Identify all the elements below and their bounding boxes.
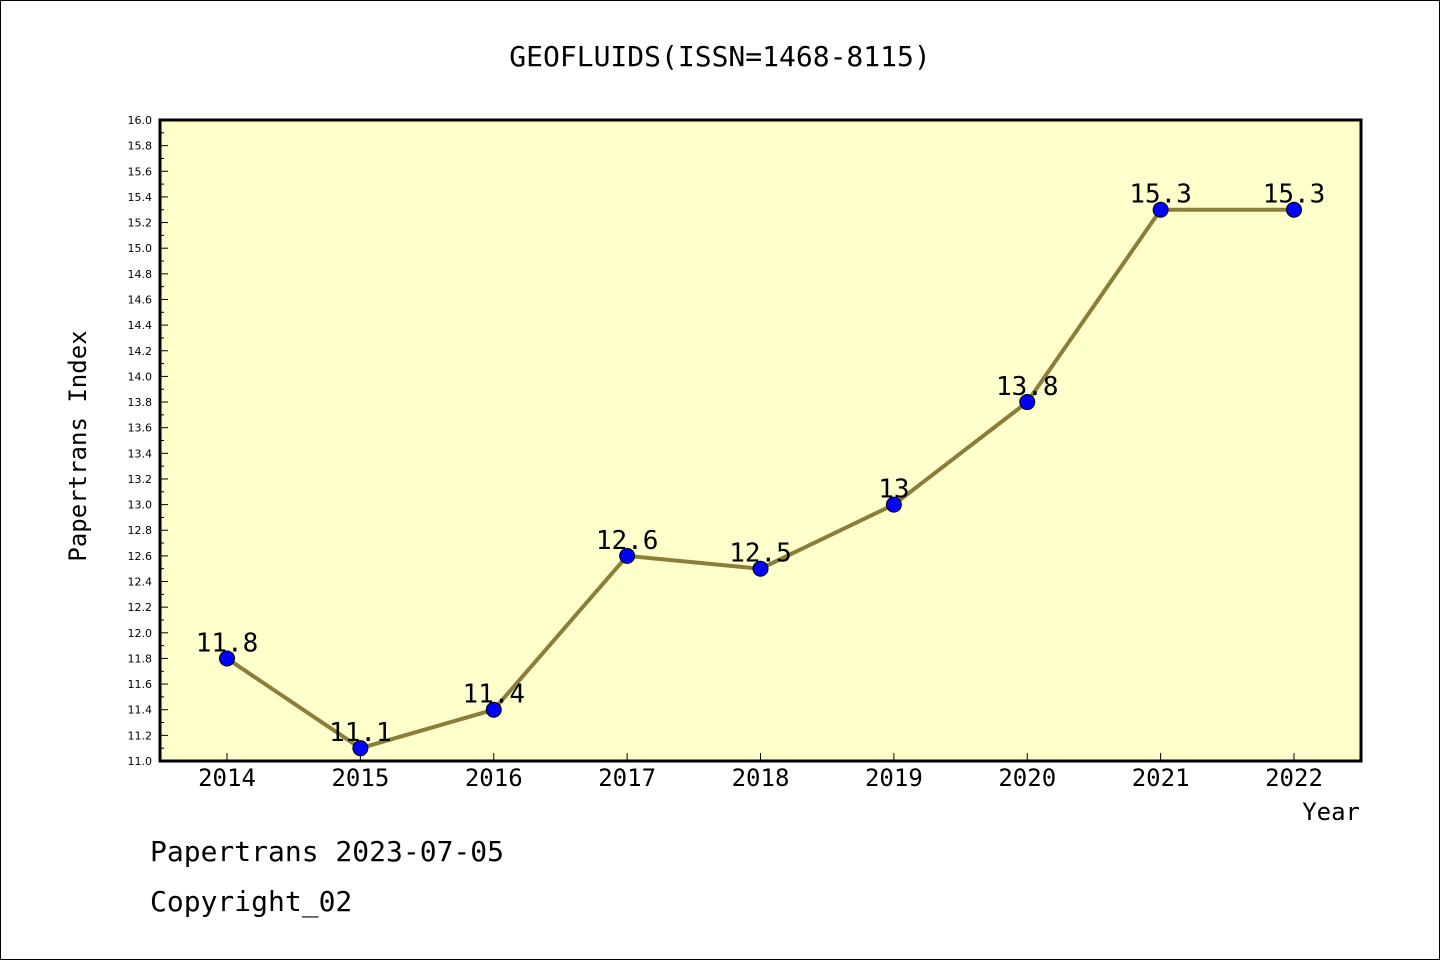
y-tick-label: 16.0 — [128, 114, 153, 127]
data-point — [1286, 201, 1302, 218]
y-tick-label: 13.6 — [128, 422, 153, 435]
y-tick-label: 13.4 — [128, 447, 153, 460]
y-tick-label: 15.6 — [128, 165, 153, 178]
y-tick-label: 14.8 — [128, 268, 153, 281]
y-axis-label: Papertrans Index — [64, 330, 92, 561]
x-tick-label: 2015 — [331, 764, 389, 792]
y-tick-label: 11.8 — [128, 652, 153, 665]
y-tick-label: 12.6 — [128, 550, 153, 563]
data-point — [219, 650, 235, 667]
x-axis-ticks: 2014 2015 2016 2017 2018 2019 2020 2021 2022 — [198, 753, 1323, 792]
y-tick-label: 11.0 — [128, 755, 153, 768]
y-tick-label: 13.0 — [128, 499, 153, 512]
x-tick-label: 2018 — [732, 764, 790, 792]
data-label: 13.8 — [996, 372, 1059, 402]
y-tick-label: 14.6 — [128, 293, 153, 306]
x-tick-label: 2019 — [865, 764, 923, 792]
data-label: 12.6 — [596, 526, 659, 556]
data-label: 11.1 — [329, 718, 392, 748]
data-label: 11.8 — [196, 628, 259, 658]
series-group — [219, 201, 1302, 757]
y-tick-label: 11.6 — [128, 678, 153, 691]
data-label: 13 — [878, 475, 909, 505]
x-tick-label: 2020 — [998, 764, 1056, 792]
data-point — [619, 547, 636, 564]
plot-area — [158, 118, 1363, 763]
footer-date: Papertrans 2023-07-05 — [150, 835, 505, 868]
x-tick-label: 2021 — [1132, 764, 1190, 792]
data-point — [1152, 201, 1169, 218]
y-tick-label: 12.0 — [128, 627, 153, 640]
y-tick-label: 12.2 — [128, 601, 153, 614]
data-label: 15.3 — [1129, 180, 1192, 210]
x-tick-label: 2014 — [198, 764, 256, 792]
y-tick-label: 15.0 — [128, 242, 153, 255]
y-tick-label: 14.4 — [128, 319, 153, 332]
data-point — [352, 740, 369, 757]
x-tick-label: 2017 — [598, 764, 656, 792]
chart-title: GEOFLUIDS(ISSN=1468-8115) — [509, 40, 930, 73]
y-tick-label: 12.4 — [128, 576, 153, 589]
y-tick-label: 12.8 — [128, 524, 153, 537]
y-tick-label: 14.0 — [128, 370, 153, 383]
data-point — [485, 701, 502, 718]
y-tick-label: 11.4 — [128, 704, 153, 717]
data-label: 15.3 — [1263, 180, 1326, 210]
x-tick-label: 2022 — [1265, 764, 1323, 792]
data-point — [1019, 394, 1036, 411]
y-tick-label: 15.8 — [128, 140, 153, 153]
footer-copyright: Copyright_02 — [150, 885, 353, 918]
y-tick-label: 15.2 — [128, 217, 153, 230]
x-tick-label: 2016 — [465, 764, 523, 792]
y-tick-label: 15.4 — [128, 191, 153, 204]
y-tick-label: 13.8 — [128, 396, 153, 409]
data-label: 12.5 — [729, 539, 792, 569]
y-tick-label: 13.2 — [128, 473, 153, 486]
data-point — [752, 560, 769, 577]
y-tick-label: 14.2 — [128, 345, 153, 358]
y-tick-label: 11.2 — [128, 729, 153, 742]
data-label: 11.4 — [462, 680, 525, 710]
data-point — [885, 496, 902, 513]
x-axis-label: Year — [1302, 798, 1360, 826]
y-axis-ticks: 11.0 11.2 11.4 11.6 11.8 12.0 12.2 12.4 12.6 12.8… — [128, 114, 168, 768]
data-labels-group: 11.8 11.1 11.4 12.6 12.5 13 13.8 15.3 15.3 — [196, 180, 1326, 748]
